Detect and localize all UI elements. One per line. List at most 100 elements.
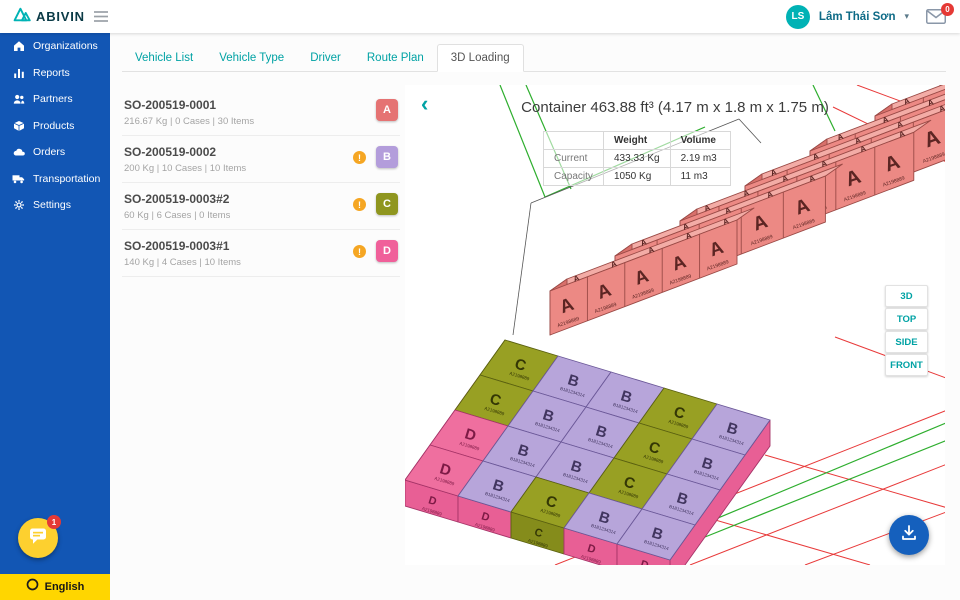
svg-text:A2198889: A2198889 (580, 554, 602, 565)
download-icon (899, 523, 919, 548)
abivin-logo-icon (13, 6, 31, 27)
svg-text:B: B (566, 371, 581, 390)
view-front-button[interactable]: FRONT (885, 354, 928, 376)
svg-text:A: A (859, 144, 868, 154)
language-label: English (44, 581, 85, 593)
sidebar-item-partners[interactable]: Partners (0, 86, 110, 113)
sidebar-item-settings[interactable]: Settings (0, 192, 110, 219)
chat-button[interactable]: 1 (18, 515, 61, 558)
download-button[interactable] (889, 515, 929, 555)
order-badge: B (376, 146, 398, 168)
tabs-bar: Vehicle List Vehicle Type Driver Route P… (122, 44, 946, 72)
svg-text:A: A (808, 173, 817, 183)
back-button[interactable]: ‹ (421, 91, 429, 116)
container-title: Container 463.88 ft³ (4.17 m x 1.8 m x 1… (521, 99, 829, 116)
svg-text:A: A (766, 189, 775, 199)
svg-text:B: B (594, 422, 609, 441)
user-name[interactable]: Lâm Thái Sơn (818, 10, 896, 23)
header-right: LS Lâm Thái Sơn ▾ 0 (785, 0, 954, 33)
view-3d-button[interactable]: 3D (885, 285, 928, 307)
truck-icon (12, 173, 25, 184)
view-side-button[interactable]: SIDE (885, 331, 928, 353)
home-icon (12, 40, 25, 52)
order-badge: D (376, 240, 398, 262)
svg-text:A2198889: A2198889 (434, 476, 456, 487)
sidebar: Organizations Reports Partners Products … (0, 33, 110, 574)
order-list: SO-200519-0001 216.67 Kg | 0 Cases | 30 … (122, 89, 400, 277)
svg-text:B: B (516, 441, 531, 460)
order-badge: A (376, 99, 398, 121)
warning-icon: ! (353, 151, 366, 164)
svg-text:C: C (533, 526, 544, 540)
svg-text:A: A (594, 279, 613, 303)
table-row: Current 433.33 Kg 2.19 m3 (543, 149, 731, 168)
sidebar-item-orders[interactable]: Orders (0, 139, 110, 166)
svg-text:A2198889: A2198889 (509, 371, 531, 382)
svg-text:B: B (725, 419, 740, 438)
package-icon (12, 120, 25, 132)
svg-text:B: B (597, 508, 612, 527)
svg-text:A: A (706, 236, 725, 260)
sidebar-item-organizations[interactable]: Organizations (0, 33, 110, 60)
order-row[interactable]: SO-200519-0001 216.67 Kg | 0 Cases | 30 … (122, 89, 400, 136)
sidebar-item-transportation[interactable]: Transportation (0, 166, 110, 193)
svg-text:A2198889: A2198889 (459, 441, 481, 452)
order-row[interactable]: SO-200519-0002 200 Kg | 10 Cases | 10 It… (122, 136, 400, 183)
view-switcher: 3D TOP SIDE FRONT (885, 285, 928, 376)
svg-text:A: A (938, 103, 945, 113)
chat-bubble-icon (28, 526, 48, 550)
chevron-down-icon[interactable]: ▾ (904, 11, 909, 21)
sidebar-item-reports[interactable]: Reports (0, 60, 110, 87)
tab-vehicle-type[interactable]: Vehicle Type (219, 52, 285, 64)
svg-text:B: B (650, 524, 665, 543)
svg-text:A: A (781, 173, 790, 183)
brand-logo[interactable]: ABIVIN (13, 6, 85, 27)
tab-driver[interactable]: Driver (310, 52, 341, 64)
col-volume: Volume (669, 131, 731, 150)
menu-toggle-icon[interactable] (93, 10, 109, 28)
brand-name: ABIVIN (36, 9, 85, 24)
svg-text:A: A (926, 97, 935, 107)
language-selector[interactable]: English (0, 574, 110, 600)
svg-text:A: A (684, 231, 693, 241)
svg-text:B: B (491, 476, 506, 495)
view-top-button[interactable]: TOP (885, 308, 928, 330)
svg-text:A2198889: A2198889 (618, 489, 640, 500)
warning-icon: ! (353, 198, 366, 211)
table-row: Capacity 1050 Kg 11 m3 (543, 167, 731, 186)
svg-text:B: B (675, 489, 690, 508)
svg-text:A: A (793, 195, 813, 219)
main-content: Vehicle List Vehicle Type Driver Route P… (110, 33, 960, 600)
svg-text:A: A (921, 126, 943, 153)
sidebar-item-products[interactable]: Products (0, 113, 110, 140)
order-row[interactable]: SO-200519-0003#1 140 Kg | 4 Cases | 10 I… (122, 230, 400, 277)
globe-icon (26, 578, 39, 596)
top-header: ABIVIN LS Lâm Thái Sơn ▾ 0 (0, 0, 960, 33)
tab-3d-loading[interactable]: 3D Loading (436, 44, 524, 72)
cloud-icon (12, 146, 25, 158)
svg-text:A: A (722, 216, 731, 226)
svg-text:B: B (619, 387, 634, 406)
svg-text:C: C (544, 492, 559, 511)
order-row[interactable]: SO-200519-0003#2 60 Kg | 6 Cases | 0 Ite… (122, 183, 400, 230)
svg-text:B: B (569, 457, 584, 476)
svg-text:A: A (854, 135, 863, 145)
people-icon (12, 93, 25, 105)
svg-text:A: A (742, 188, 751, 198)
svg-text:A: A (896, 119, 905, 129)
svg-text:A2198889: A2198889 (643, 454, 665, 465)
svg-text:A: A (632, 265, 651, 289)
loading-3d-scene[interactable]: AA2198889AAA2198889AAA2198889AAA2198889A… (405, 85, 945, 565)
svg-text:A: A (572, 273, 581, 283)
svg-text:C: C (488, 390, 503, 409)
container-3d-viewer: AA2198889AAA2198889AAA2198889AAA2198889A… (405, 85, 945, 565)
svg-text:A: A (610, 259, 619, 269)
tab-route-plan[interactable]: Route Plan (366, 52, 424, 64)
notifications-button[interactable]: 0 (926, 2, 954, 25)
svg-text:A: A (898, 129, 907, 139)
tab-vehicle-list[interactable]: Vehicle List (135, 52, 194, 64)
avatar[interactable]: LS (785, 4, 810, 29)
svg-text:A: A (640, 237, 649, 247)
svg-text:B: B (700, 454, 715, 473)
